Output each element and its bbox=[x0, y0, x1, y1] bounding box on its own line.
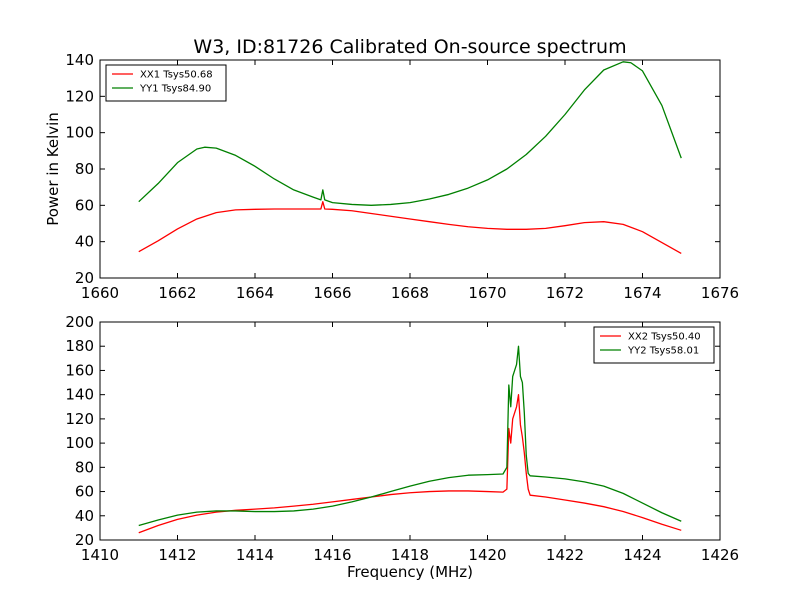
bottom-x-tick-label: 1414 bbox=[236, 546, 274, 564]
top-x-tick-label: 1668 bbox=[391, 284, 429, 302]
top-y-tick-label: 120 bbox=[65, 87, 94, 105]
bottom-x-tick-label: 1410 bbox=[81, 546, 119, 564]
bottom-y-tick-label: 60 bbox=[75, 483, 94, 501]
top-y-tick-label: 60 bbox=[75, 196, 94, 214]
bottom-x-tick-label: 1420 bbox=[468, 546, 506, 564]
top-panel: 1660 1662 1664 1666 1668 1670 1672 1674 1676 20 40… bbox=[65, 51, 739, 302]
y-axis-label: Power in Kelvin bbox=[44, 112, 62, 226]
x-axis-label: Frequency (MHz) bbox=[347, 563, 473, 581]
top-x-tick-label: 1660 bbox=[81, 284, 119, 302]
bottom-y-tick-label: 200 bbox=[65, 313, 94, 331]
bottom-legend-box bbox=[593, 326, 715, 364]
bottom-y-tick-label: 40 bbox=[75, 507, 94, 525]
bottom-y-tick-label: 140 bbox=[65, 386, 94, 404]
top-y-tick-label: 80 bbox=[75, 160, 94, 178]
bottom-x-tick-label: 1424 bbox=[623, 546, 661, 564]
bottom-y-tick-label: 20 bbox=[75, 531, 94, 549]
top-y-tick-label: 20 bbox=[75, 269, 94, 287]
top-x-tick-label: 1662 bbox=[158, 284, 196, 302]
top-x-tick-label: 1666 bbox=[313, 284, 351, 302]
bottom-x-tick-label: 1418 bbox=[391, 546, 429, 564]
bottom-y-tick-label: 120 bbox=[65, 410, 94, 428]
bottom-legend-label-1: YY2 Tsys58.01 bbox=[627, 346, 699, 357]
top-legend-box bbox=[105, 64, 227, 102]
top-x-tick-label: 1670 bbox=[468, 284, 506, 302]
top-x-tick-label: 1664 bbox=[236, 284, 274, 302]
top-y-tick-label: 140 bbox=[65, 51, 94, 69]
bottom-y-tick-label: 160 bbox=[65, 361, 94, 379]
top-legend: XX1 Tsys50.68 YY1 Tsys84.90 bbox=[105, 64, 227, 102]
top-legend-label-0: XX1 Tsys50.68 bbox=[140, 70, 213, 81]
bottom-series-line-1 bbox=[138, 345, 682, 527]
bottom-x-tick-label: 1426 bbox=[701, 546, 739, 564]
bottom-x-tick-label: 1422 bbox=[546, 546, 584, 564]
bottom-x-tick-label: 1412 bbox=[158, 546, 196, 564]
bottom-y-tick-label: 80 bbox=[75, 458, 94, 476]
chart-title: W3, ID:81726 Calibrated On-source spectr… bbox=[193, 36, 626, 58]
top-legend-label-1: YY1 Tsys84.90 bbox=[139, 84, 211, 95]
bottom-y-tick-label: 180 bbox=[65, 337, 94, 355]
bottom-legend: XX2 Tsys50.40 YY2 Tsys58.01 bbox=[593, 326, 715, 364]
top-y-tick-label: 40 bbox=[75, 233, 94, 251]
bottom-panel: 1410 1412 1414 1416 1418 1420 1422 1424 1426 20 40… bbox=[65, 313, 739, 564]
bottom-legend-label-0: XX2 Tsys50.40 bbox=[628, 332, 701, 343]
top-x-tick-label: 1674 bbox=[623, 284, 661, 302]
bottom-x-tick-label: 1416 bbox=[313, 546, 351, 564]
top-series-line-1 bbox=[138, 61, 682, 206]
top-x-tick-label: 1672 bbox=[546, 284, 584, 302]
top-y-tick-label: 100 bbox=[65, 124, 94, 142]
bottom-y-tick-label: 100 bbox=[65, 434, 94, 452]
top-x-tick-label: 1676 bbox=[701, 284, 739, 302]
bottom-series-line-0 bbox=[138, 394, 682, 534]
top-series-line-0 bbox=[138, 201, 682, 255]
